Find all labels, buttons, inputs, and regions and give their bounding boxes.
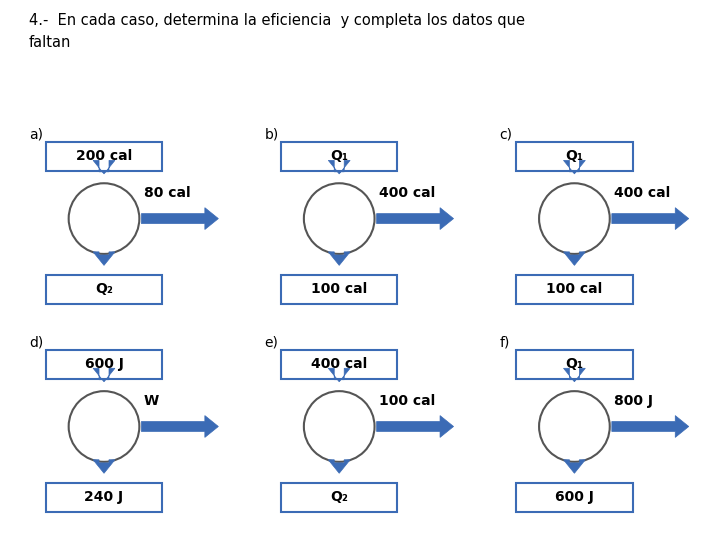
Text: 400 cal: 400 cal <box>614 186 670 200</box>
FancyBboxPatch shape <box>281 349 397 379</box>
Polygon shape <box>328 252 350 265</box>
Text: 600 J: 600 J <box>84 357 123 371</box>
Text: 80 cal: 80 cal <box>143 186 190 200</box>
FancyBboxPatch shape <box>46 141 162 171</box>
Polygon shape <box>93 160 115 174</box>
FancyBboxPatch shape <box>46 349 162 379</box>
Text: Q₁: Q₁ <box>565 149 583 163</box>
Text: f): f) <box>500 335 510 349</box>
Text: 100 cal: 100 cal <box>311 282 367 296</box>
Polygon shape <box>141 416 218 437</box>
Polygon shape <box>93 460 115 473</box>
Text: 100 cal: 100 cal <box>379 394 435 408</box>
Polygon shape <box>377 416 454 437</box>
Ellipse shape <box>68 391 140 462</box>
Text: e): e) <box>264 335 278 349</box>
Text: faltan: faltan <box>29 35 71 50</box>
Text: d): d) <box>30 335 43 349</box>
FancyBboxPatch shape <box>46 275 162 304</box>
Polygon shape <box>564 368 585 382</box>
Polygon shape <box>141 208 218 230</box>
Polygon shape <box>564 252 585 265</box>
Polygon shape <box>564 160 585 174</box>
Text: 400 cal: 400 cal <box>311 357 367 371</box>
FancyBboxPatch shape <box>516 275 633 304</box>
Text: b): b) <box>264 127 279 141</box>
Polygon shape <box>612 208 689 230</box>
Text: a): a) <box>30 127 43 141</box>
Text: Q₁: Q₁ <box>330 149 348 163</box>
Ellipse shape <box>68 183 140 254</box>
Polygon shape <box>93 252 115 265</box>
FancyBboxPatch shape <box>516 483 633 512</box>
FancyBboxPatch shape <box>516 349 633 379</box>
Text: Q₁: Q₁ <box>565 357 583 371</box>
Ellipse shape <box>304 183 374 254</box>
Ellipse shape <box>539 183 610 254</box>
Polygon shape <box>328 160 350 174</box>
FancyBboxPatch shape <box>281 275 397 304</box>
Polygon shape <box>328 368 350 382</box>
Polygon shape <box>93 368 115 382</box>
Text: 600 J: 600 J <box>555 490 594 504</box>
Text: Q₂: Q₂ <box>330 490 348 504</box>
Polygon shape <box>328 460 350 473</box>
FancyBboxPatch shape <box>281 141 397 171</box>
Polygon shape <box>612 416 689 437</box>
Ellipse shape <box>304 391 374 462</box>
Text: 4.-  En cada caso, determina la eficiencia  y completa los datos que: 4.- En cada caso, determina la eficienci… <box>29 14 525 29</box>
Text: 800 J: 800 J <box>614 394 653 408</box>
Text: 100 cal: 100 cal <box>546 282 603 296</box>
Polygon shape <box>377 208 454 230</box>
FancyBboxPatch shape <box>46 483 162 512</box>
Text: c): c) <box>500 127 513 141</box>
FancyBboxPatch shape <box>516 141 633 171</box>
FancyBboxPatch shape <box>281 483 397 512</box>
Text: Q₂: Q₂ <box>95 282 113 296</box>
Text: 240 J: 240 J <box>84 490 124 504</box>
Ellipse shape <box>539 391 610 462</box>
Text: 200 cal: 200 cal <box>76 149 132 163</box>
Text: 400 cal: 400 cal <box>379 186 435 200</box>
Text: W: W <box>143 394 159 408</box>
Polygon shape <box>564 460 585 473</box>
